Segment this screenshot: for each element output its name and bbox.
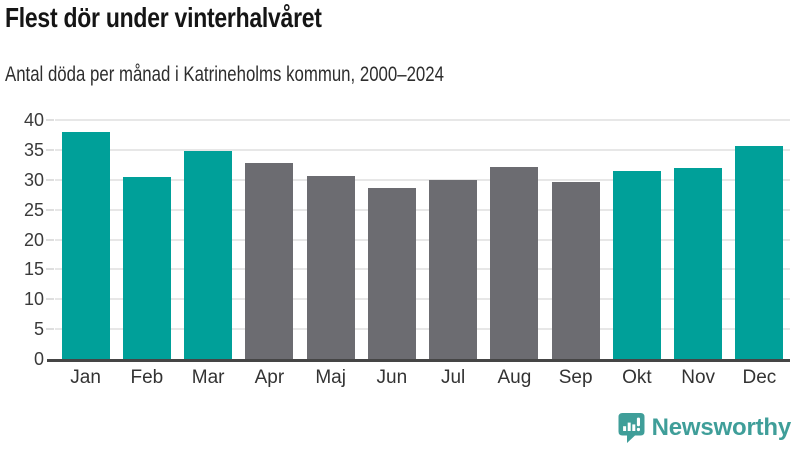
x-tick-label-sep: Sep [558,367,593,388]
x-tick-label-feb: Feb [130,367,164,388]
gridline-y-40 [55,119,790,121]
bar-jan [61,132,110,359]
x-tick-label-jan: Jan [70,367,101,388]
x-axis-labels: Jan Feb Mar Apr Maj Jun Jul Aug Sep Okt Nov Dec [55,367,790,389]
x-tick-label-mar: Mar [191,367,225,388]
chart-title: Flest dör under vinterhalvåret [5,2,322,33]
bar-feb [122,177,171,359]
y-tick-mark [46,298,54,301]
gridline-y-20 [55,238,790,241]
bar-maj [306,176,355,359]
y-tick-mark [46,268,54,271]
bar-okt [612,171,661,359]
x-tick-label-nov: Nov [681,367,716,388]
bar-mar [184,150,233,359]
bar-jul [429,180,478,359]
bar-apr [245,163,294,359]
plot-area: 0 5 10 15 20 25 30 35 40 [24,110,790,369]
brand-name: Newsworthy [651,414,792,441]
x-tick-label-okt: Okt [622,367,652,388]
x-tick-label-dec: Dec [742,367,777,388]
y-tick-label-5: 5 [33,319,44,340]
y-tick-label-20: 20 [23,229,44,250]
y-tick-mark [46,328,54,331]
gridline-y-15 [55,268,790,271]
x-tick-label-aug: Aug [497,367,532,388]
gridline-y-35 [55,148,790,151]
y-tick-label-10: 10 [23,289,44,310]
y-tick-mark [46,178,54,181]
y-tick-mark [46,148,54,151]
x-tick-label-jul: Jul [440,367,466,388]
y-tick-label-30: 30 [23,169,44,190]
gridline-y-5 [55,328,790,331]
y-tick-mark [46,238,54,241]
bar-jun [367,187,416,359]
brand-logo: Newsworthy [618,413,791,443]
y-tick-label-40: 40 [23,110,44,130]
bar-series [55,120,790,359]
y-tick-label-35: 35 [23,139,44,160]
y-tick-mark [46,208,54,211]
speech-bubble-bar-chart-icon [618,413,645,443]
gridline-y-30 [55,178,790,181]
x-tick-label-maj: Maj [315,367,346,388]
bar-aug [490,167,539,359]
bar-sep [551,181,600,359]
y-tick-label-25: 25 [23,199,44,220]
y-tick-mark [46,119,54,121]
y-tick-label-0: 0 [33,349,44,369]
gridline-y-25 [55,208,790,211]
chart-subtitle: Antal döda per månad i Katrineholms komm… [5,63,444,86]
x-axis-line [47,359,790,362]
x-tick-label-apr: Apr [254,367,285,388]
bar-nov [674,168,723,359]
gridline-y-10 [55,298,790,301]
x-tick-label-jun: Jun [376,367,408,388]
bar-dec [735,146,784,359]
y-tick-label-15: 15 [23,259,44,280]
